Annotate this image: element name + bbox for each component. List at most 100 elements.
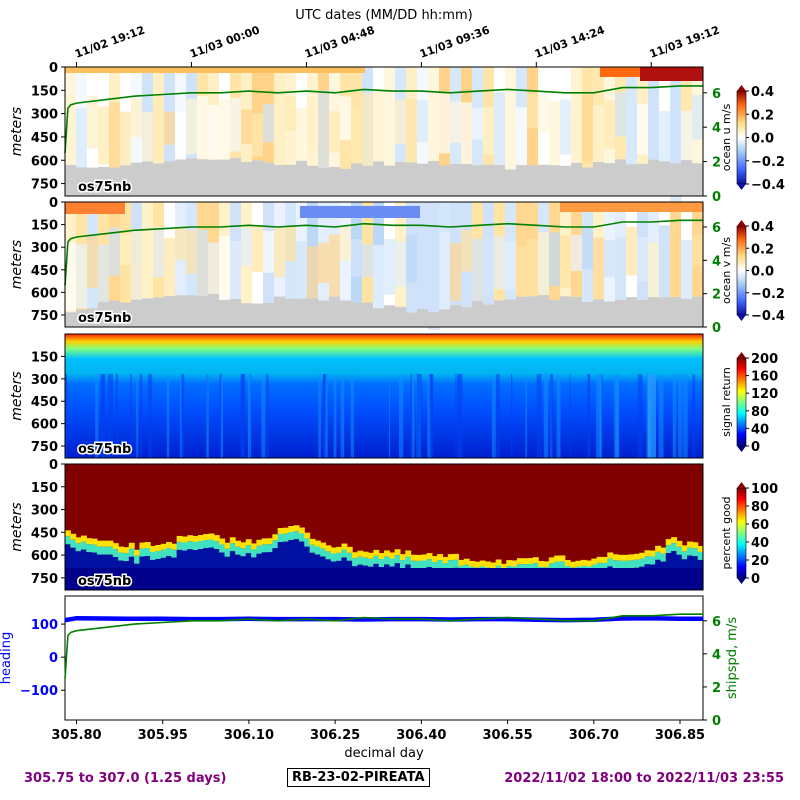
data-cell <box>208 539 215 548</box>
data-cell <box>87 95 99 149</box>
x-tick-label: 306.70 <box>569 728 619 743</box>
bottom-mask <box>274 296 286 327</box>
data-cell <box>612 560 619 569</box>
plot-frame <box>64 595 704 721</box>
bottom-mask <box>87 167 99 196</box>
y-tick-label: 0 <box>49 61 58 76</box>
colorbar-tick-label: 20 <box>751 554 769 569</box>
data-cell <box>648 374 656 458</box>
data-cell <box>516 558 523 565</box>
bottom-mask <box>219 159 231 196</box>
bottom-mask <box>549 300 561 327</box>
y-tick-label: 300 <box>31 373 58 388</box>
bottom-mask <box>131 299 143 327</box>
bottom-mask <box>450 304 462 327</box>
colorbar-extend-bottom <box>737 184 746 190</box>
data-cell <box>692 542 699 549</box>
data-cell <box>65 536 71 545</box>
data-cell <box>285 225 297 262</box>
data-cell <box>261 538 268 545</box>
data-cell <box>591 558 598 565</box>
colorbar-label: percent good <box>720 496 733 569</box>
data-cell <box>554 561 561 570</box>
data-cell <box>640 67 703 81</box>
data-cell <box>304 532 311 539</box>
data-cell <box>142 112 154 176</box>
bottom-mask <box>109 300 121 327</box>
instrument-label: os75nb <box>78 442 131 457</box>
bottom-mask <box>670 163 682 196</box>
bottom-mask <box>296 298 308 327</box>
data-cell <box>346 552 353 561</box>
data-cell <box>309 544 316 553</box>
data-cell <box>506 560 513 567</box>
data-cell <box>224 548 231 557</box>
bottom-mask <box>131 162 143 196</box>
data-cell <box>314 540 321 547</box>
bottom-mask <box>527 165 539 196</box>
data-cell <box>314 546 321 555</box>
bottom-mask <box>692 163 704 196</box>
bottom-mask <box>450 164 462 196</box>
data-cell <box>660 553 667 562</box>
data-cell <box>107 546 114 555</box>
bottom-mask <box>571 162 583 196</box>
bottom-mask <box>197 159 209 196</box>
data-cell <box>240 548 247 557</box>
left-axis-label: heading <box>0 632 14 685</box>
data-cell <box>128 548 135 557</box>
data-cell <box>615 237 627 326</box>
data-cell <box>580 559 587 566</box>
bottom-mask <box>593 161 605 196</box>
colorbar-extend-top <box>737 352 746 358</box>
data-cell <box>76 244 88 309</box>
bottom-mask <box>417 308 429 327</box>
data-cell <box>637 374 643 458</box>
data-cell <box>213 541 220 550</box>
data-cell <box>516 107 528 192</box>
data-cell <box>447 560 454 569</box>
colorbar-tick-label: 0.4 <box>751 220 774 235</box>
data-cell <box>406 234 418 283</box>
data-cell <box>333 374 337 458</box>
data-cell <box>357 550 364 557</box>
data-cell <box>277 542 284 590</box>
colorbar-extend-bottom <box>737 578 746 584</box>
top-tick-label: 11/03 04:48 <box>303 23 376 60</box>
data-cell <box>98 106 110 165</box>
y-tick-label: 600 <box>31 549 58 564</box>
data-cell <box>75 543 82 552</box>
data-cell <box>330 547 337 554</box>
data-cell <box>86 538 93 545</box>
data-cell <box>457 374 460 458</box>
right-axis-label: shipspd, m/s <box>725 617 740 699</box>
bottom-mask <box>296 160 308 196</box>
y-tick-label: 300 <box>31 504 58 519</box>
bottom-mask <box>252 160 264 196</box>
data-cell <box>325 374 328 458</box>
data-cell <box>192 542 199 551</box>
data-cell <box>247 374 249 458</box>
data-cell <box>612 554 619 561</box>
colorbar <box>736 357 747 447</box>
bottom-mask <box>373 161 385 196</box>
right-tick-label: 2 <box>712 288 721 303</box>
bottom-mask <box>692 296 704 327</box>
bottom-mask <box>318 167 330 196</box>
data-cell <box>322 374 327 458</box>
data-cell <box>87 234 99 289</box>
data-cell <box>298 541 305 590</box>
data-cell <box>263 104 275 143</box>
data-cell <box>241 374 246 458</box>
y-axis-label: meters <box>9 240 25 289</box>
data-cell <box>181 536 188 543</box>
data-cell <box>510 374 513 458</box>
data-cell <box>655 545 662 552</box>
y-tick-label: 450 <box>31 526 58 541</box>
data-cell <box>80 541 87 550</box>
data-cell <box>614 374 619 458</box>
data-cell <box>112 543 119 550</box>
data-cell <box>220 374 223 458</box>
bottom-mask <box>582 167 594 196</box>
data-cell <box>65 544 71 590</box>
